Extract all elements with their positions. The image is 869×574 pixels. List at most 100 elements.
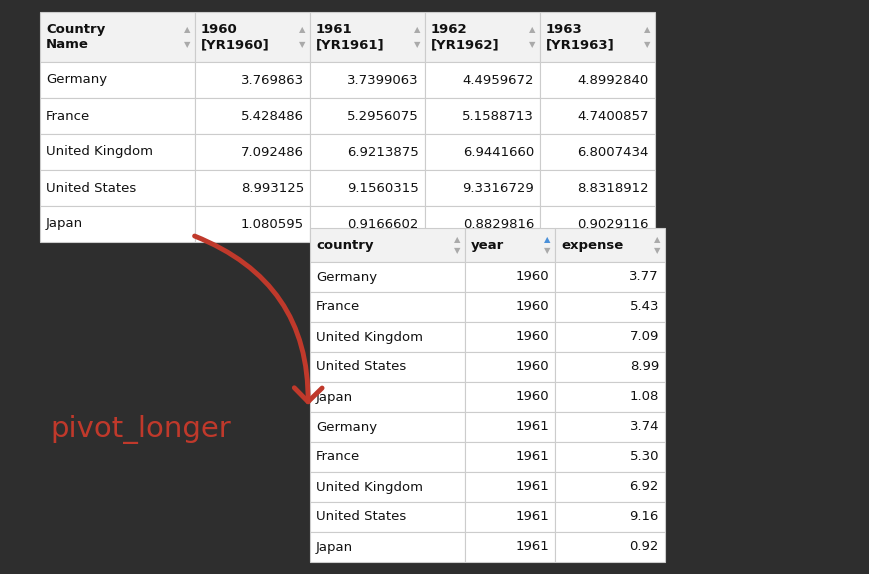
Text: ▲: ▲ bbox=[454, 235, 461, 245]
FancyArrowPatch shape bbox=[195, 236, 322, 402]
Text: 8.8318912: 8.8318912 bbox=[577, 181, 649, 195]
Bar bbox=[465, 322, 555, 352]
Bar bbox=[40, 12, 195, 62]
Text: ▼: ▼ bbox=[644, 40, 650, 49]
Bar bbox=[465, 532, 555, 562]
Text: 8.99: 8.99 bbox=[630, 360, 659, 374]
Text: ▼: ▼ bbox=[414, 40, 421, 49]
Text: 3.74: 3.74 bbox=[629, 421, 659, 433]
Text: France: France bbox=[316, 301, 361, 313]
Text: 6.9213875: 6.9213875 bbox=[348, 145, 419, 158]
Text: 1961: 1961 bbox=[515, 421, 549, 433]
Bar bbox=[310, 12, 425, 62]
Bar bbox=[310, 292, 465, 322]
Bar bbox=[465, 352, 555, 382]
Text: ▼: ▼ bbox=[183, 40, 190, 49]
Text: ▼: ▼ bbox=[299, 40, 305, 49]
Text: 1961: 1961 bbox=[515, 541, 549, 553]
Text: Germany: Germany bbox=[46, 73, 107, 87]
Text: ▼: ▼ bbox=[544, 246, 550, 255]
Bar bbox=[310, 206, 425, 242]
Bar bbox=[40, 98, 195, 134]
Bar bbox=[425, 134, 540, 170]
Bar bbox=[310, 134, 425, 170]
Text: 1963
[YR1963]: 1963 [YR1963] bbox=[546, 23, 614, 51]
Text: 9.16: 9.16 bbox=[630, 510, 659, 523]
Text: 6.8007434: 6.8007434 bbox=[578, 145, 649, 158]
Bar bbox=[310, 472, 465, 502]
Text: 1961
[YR1961]: 1961 [YR1961] bbox=[316, 23, 385, 51]
Bar bbox=[465, 442, 555, 472]
Bar bbox=[195, 134, 310, 170]
Bar bbox=[555, 412, 665, 442]
Text: Germany: Germany bbox=[316, 421, 377, 433]
Text: 1961: 1961 bbox=[515, 480, 549, 494]
Bar bbox=[540, 62, 655, 98]
Bar bbox=[195, 12, 310, 62]
Text: expense: expense bbox=[561, 239, 623, 251]
Bar bbox=[310, 382, 465, 412]
Bar bbox=[540, 170, 655, 206]
Bar bbox=[555, 352, 665, 382]
Bar bbox=[465, 228, 555, 262]
Text: ▼: ▼ bbox=[528, 40, 535, 49]
Bar bbox=[40, 134, 195, 170]
Bar bbox=[310, 262, 465, 292]
Bar bbox=[465, 412, 555, 442]
Text: United Kingdom: United Kingdom bbox=[46, 145, 153, 158]
Text: ▲: ▲ bbox=[544, 235, 550, 245]
Text: 3.77: 3.77 bbox=[629, 270, 659, 284]
Text: ▲: ▲ bbox=[183, 25, 190, 34]
Bar bbox=[310, 502, 465, 532]
Bar bbox=[555, 502, 665, 532]
Text: ▲: ▲ bbox=[528, 25, 535, 34]
Bar bbox=[425, 206, 540, 242]
Text: United Kingdom: United Kingdom bbox=[316, 480, 423, 494]
Text: 1960: 1960 bbox=[515, 390, 549, 404]
Text: 1960: 1960 bbox=[515, 270, 549, 284]
Bar bbox=[310, 170, 425, 206]
Bar bbox=[425, 98, 540, 134]
Text: 5.2956075: 5.2956075 bbox=[348, 110, 419, 122]
Bar bbox=[465, 502, 555, 532]
Text: France: France bbox=[316, 451, 361, 463]
Text: 8.993125: 8.993125 bbox=[241, 181, 304, 195]
Bar bbox=[40, 170, 195, 206]
Bar bbox=[465, 382, 555, 412]
Text: 5.1588713: 5.1588713 bbox=[462, 110, 534, 122]
Text: 9.3316729: 9.3316729 bbox=[462, 181, 534, 195]
Text: 0.9166602: 0.9166602 bbox=[348, 218, 419, 231]
Bar bbox=[555, 472, 665, 502]
Bar bbox=[310, 98, 425, 134]
Bar bbox=[465, 292, 555, 322]
Bar bbox=[195, 98, 310, 134]
Bar bbox=[540, 134, 655, 170]
Text: 1961: 1961 bbox=[515, 451, 549, 463]
Bar bbox=[555, 532, 665, 562]
Text: Japan: Japan bbox=[316, 390, 353, 404]
Text: 1.080595: 1.080595 bbox=[241, 218, 304, 231]
Text: 7.09: 7.09 bbox=[630, 331, 659, 343]
Text: 5.30: 5.30 bbox=[629, 451, 659, 463]
Text: 1961: 1961 bbox=[515, 510, 549, 523]
Text: 1960
[YR1960]: 1960 [YR1960] bbox=[201, 23, 269, 51]
Bar bbox=[555, 228, 665, 262]
Bar bbox=[195, 206, 310, 242]
Bar bbox=[425, 62, 540, 98]
Text: 6.92: 6.92 bbox=[630, 480, 659, 494]
Bar bbox=[425, 12, 540, 62]
Bar bbox=[555, 322, 665, 352]
Text: 1960: 1960 bbox=[515, 301, 549, 313]
Text: 5.43: 5.43 bbox=[629, 301, 659, 313]
Bar bbox=[540, 12, 655, 62]
Text: 1960: 1960 bbox=[515, 360, 549, 374]
Bar bbox=[465, 262, 555, 292]
Text: 0.8829816: 0.8829816 bbox=[462, 218, 534, 231]
Bar bbox=[310, 62, 425, 98]
Bar bbox=[310, 352, 465, 382]
Text: 4.8992840: 4.8992840 bbox=[578, 73, 649, 87]
Bar bbox=[540, 206, 655, 242]
Text: Japan: Japan bbox=[46, 218, 83, 231]
Text: country: country bbox=[316, 239, 374, 251]
Text: 1960: 1960 bbox=[515, 331, 549, 343]
